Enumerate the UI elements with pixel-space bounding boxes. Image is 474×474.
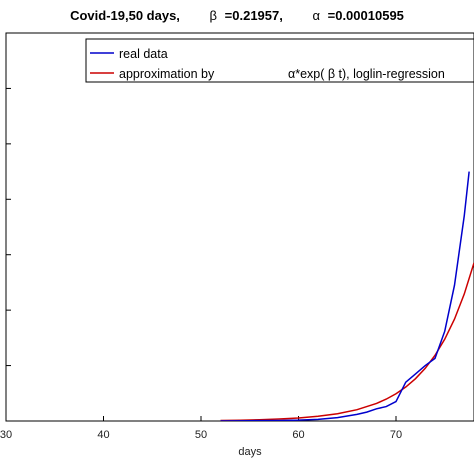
title-alpha-value: =0.00010595 — [328, 8, 404, 23]
series-approximation — [220, 262, 474, 421]
x-axis-label: days — [238, 446, 262, 458]
legend-entry-approximation: approximation by — [119, 67, 215, 81]
title-beta-symbol: β — [210, 8, 217, 23]
x-tick-label-4: 70 — [390, 429, 402, 441]
x-tick-label-1: 40 — [97, 429, 109, 441]
chart-title: Covid-19,50 days, β =0.21957, α =0.00010… — [70, 8, 404, 23]
x-tick-label-2: 50 — [195, 429, 207, 441]
x-tick-label-3: 60 — [292, 429, 304, 441]
title-prefix: Covid-19,50 days, — [70, 8, 180, 23]
plot-area: 30 40 50 60 70 — [0, 32, 474, 441]
legend: real data approximation by α*exp( β t), … — [85, 38, 474, 83]
x-tick-label-0: 30 — [0, 429, 12, 441]
legend-box — [85, 38, 474, 83]
title-alpha-symbol: α — [312, 8, 320, 23]
legend-entry-approximation-formula: α*exp( β t), loglin-regression — [288, 67, 445, 81]
series-real-data — [220, 171, 470, 421]
legend-entry-real-data: real data — [119, 47, 168, 61]
title-beta-value: =0.21957, — [225, 8, 283, 23]
